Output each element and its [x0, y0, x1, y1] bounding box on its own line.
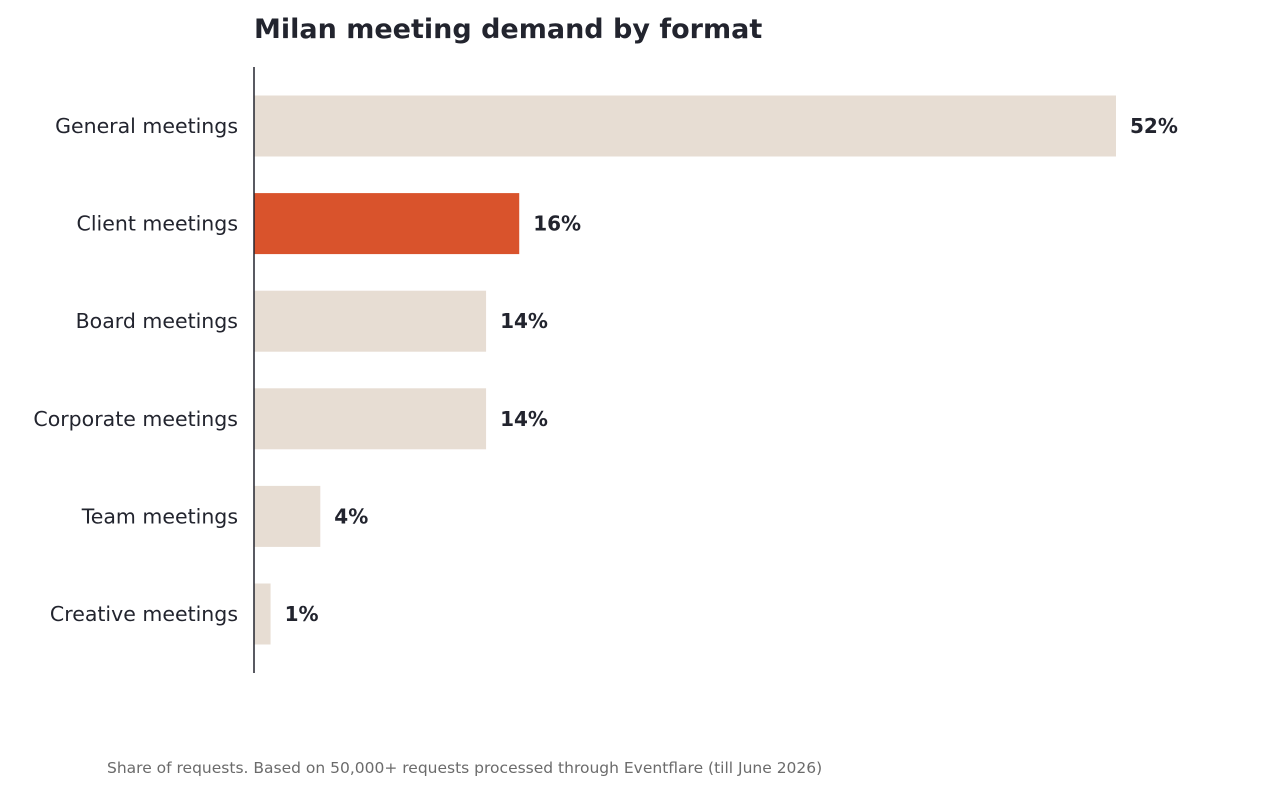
category-label: Board meetings — [76, 309, 238, 333]
bar-creative-meetings — [254, 583, 271, 645]
footnote: Share of requests. Based on 50,000+ requ… — [107, 759, 823, 777]
bar-general-meetings — [254, 95, 1116, 157]
value-label: 16% — [533, 212, 581, 236]
value-label: 14% — [500, 407, 548, 431]
category-label: General meetings — [55, 114, 238, 138]
category-label: Team meetings — [81, 504, 238, 528]
value-label: 52% — [1130, 114, 1178, 138]
category-label: Corporate meetings — [33, 407, 238, 431]
category-label: Creative meetings — [50, 602, 238, 626]
bar-client-meetings — [254, 193, 520, 255]
bar-board-meetings — [254, 290, 487, 352]
value-label: 1% — [285, 602, 319, 626]
chart-title: Milan meeting demand by format — [254, 14, 762, 45]
category-label: Client meetings — [77, 212, 238, 236]
category-labels: General meetings Client meetings Board mee… — [33, 114, 238, 626]
value-labels: 52% 16% 14% 14% 4% 1% — [285, 114, 1178, 626]
value-label: 14% — [500, 309, 548, 333]
bar-team-meetings — [254, 485, 321, 547]
value-label: 4% — [334, 504, 368, 528]
bars-group — [254, 95, 1116, 645]
bar-corporate-meetings — [254, 388, 487, 450]
